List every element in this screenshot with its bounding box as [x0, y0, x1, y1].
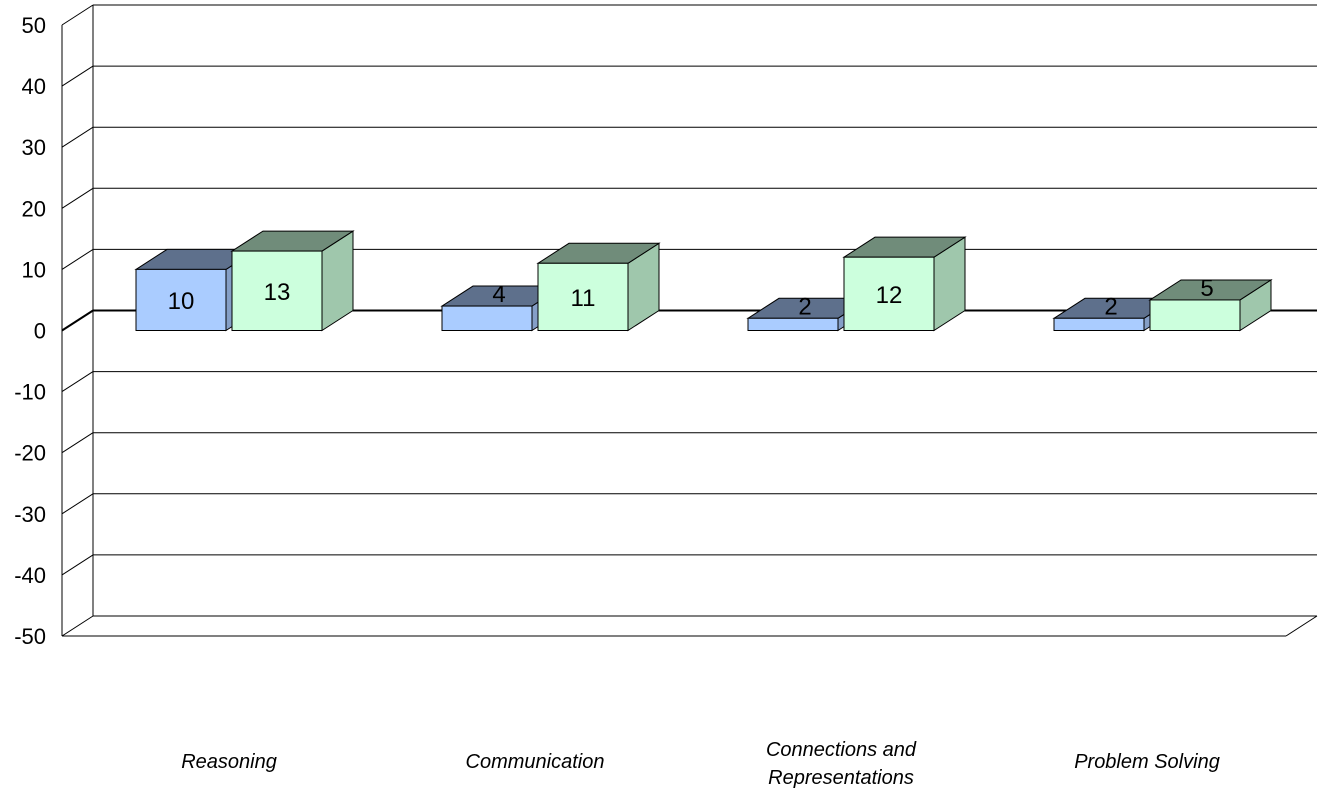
x-axis-categories: Reasoning Communication Connections and Rep… — [181, 739, 1220, 789]
x-category-label: Communication — [466, 751, 605, 773]
data-label: 11 — [571, 285, 596, 312]
y-tick-label: -20 — [14, 441, 46, 466]
data-label: 2 — [1104, 293, 1117, 320]
gridline-side — [61, 248, 94, 270]
data-labels: 10 13 4 11 2 12 2 5 — [168, 275, 1214, 320]
gridline-side — [61, 4, 94, 26]
data-label: 12 — [876, 282, 903, 309]
bar — [441, 305, 533, 331]
y-tick-label: 0 — [34, 319, 46, 344]
bar — [1149, 299, 1241, 332]
y-axis: 50 40 30 20 10 0 -10 -20 -30 -40 -50 — [14, 13, 46, 649]
y-tick-label: 40 — [22, 74, 46, 99]
x-category-label-line: Representations — [768, 767, 914, 789]
x-category-label-line: Communication — [466, 751, 605, 773]
gridline-side — [61, 126, 94, 148]
x-category-label: Problem Solving — [1074, 751, 1220, 773]
gridline-side — [61, 554, 94, 576]
gridline-side — [61, 65, 94, 87]
floor-right-edge — [1285, 615, 1318, 637]
x-category-label-line: Problem Solving — [1074, 751, 1220, 773]
bar — [1053, 317, 1145, 331]
gridlines — [61, 4, 1317, 637]
data-label: 5 — [1200, 275, 1213, 302]
data-label: 4 — [492, 281, 505, 308]
gridline-side — [61, 432, 94, 454]
y-tick-label: -50 — [14, 624, 46, 649]
data-label: 2 — [798, 293, 811, 320]
y-tick-label: -10 — [14, 380, 46, 405]
x-category-label: Reasoning — [181, 751, 277, 773]
bar — [747, 317, 839, 331]
y-tick-label: 20 — [22, 196, 46, 221]
bar — [231, 250, 323, 332]
y-tick-label: 50 — [22, 13, 46, 38]
gridline-side — [61, 615, 94, 637]
bars — [134, 230, 1273, 332]
gridline-side — [61, 493, 94, 515]
gridline-side — [61, 309, 94, 332]
y-tick-label: -40 — [14, 563, 46, 588]
gridline-side — [61, 187, 94, 209]
bar — [843, 256, 935, 331]
data-label: 10 — [168, 288, 195, 315]
y-tick-label: 30 — [22, 135, 46, 160]
x-category-label-line: Connections and — [766, 739, 917, 761]
x-category-label-line: Reasoning — [181, 751, 277, 773]
bar — [537, 262, 629, 332]
x-category-label: Connections and Representations — [766, 739, 917, 789]
y-tick-label: 10 — [22, 257, 46, 282]
gridline-side — [61, 371, 94, 393]
data-label: 13 — [264, 279, 291, 306]
y-tick-label: -30 — [14, 502, 46, 527]
bar — [135, 268, 227, 331]
